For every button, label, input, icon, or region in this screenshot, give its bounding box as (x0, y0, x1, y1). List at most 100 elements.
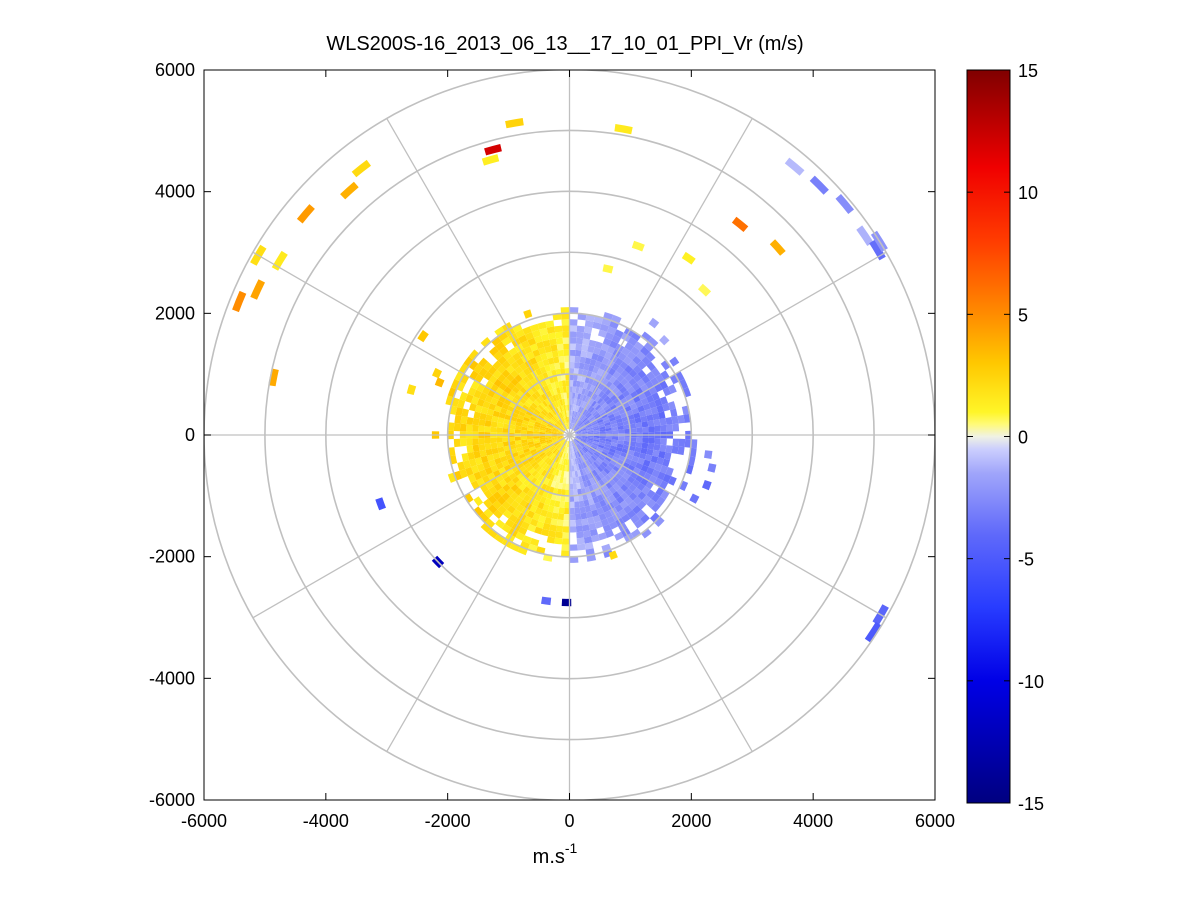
field-cell (600, 343, 610, 352)
field-cell (541, 333, 550, 342)
field-cell (542, 503, 550, 512)
field-cell (599, 438, 606, 442)
field-cell (546, 390, 553, 398)
field-cell (576, 537, 585, 545)
field-cell (486, 454, 495, 462)
field-cell (511, 476, 520, 484)
field-cell (586, 511, 593, 519)
field-cell (679, 480, 689, 492)
x-tick-label: -2000 (425, 811, 471, 831)
field-cell (629, 403, 638, 410)
field-cell (479, 512, 490, 523)
field-cell (554, 362, 561, 370)
field-cell (581, 435, 588, 437)
field-cell (580, 439, 587, 443)
field-cell (508, 436, 515, 442)
field-cell (609, 404, 617, 411)
field-cell (498, 479, 508, 488)
velocity-cell (856, 225, 874, 246)
field-cell (610, 442, 618, 447)
field-cell (690, 439, 698, 449)
field-cell (569, 374, 574, 381)
field-cell (569, 355, 575, 363)
field-cell (636, 509, 646, 519)
field-cell (473, 471, 482, 481)
field-cell (540, 483, 548, 491)
field-cell (534, 354, 543, 363)
field-cell (651, 469, 660, 478)
field-cell (684, 439, 692, 448)
field-cell (613, 453, 621, 459)
field-cell (539, 366, 547, 374)
field-cell (587, 414, 594, 420)
field-cell (584, 389, 590, 396)
field-cell (574, 362, 580, 369)
field-cell (614, 329, 624, 339)
field-cell (580, 428, 587, 432)
field-cell (626, 351, 637, 361)
field-cell (623, 382, 632, 390)
field-cell (569, 495, 575, 502)
field-cell (551, 409, 557, 416)
field-cell (606, 453, 614, 460)
field-cell (552, 375, 559, 383)
field-cell (478, 419, 486, 427)
field-cell (569, 380, 574, 387)
field-cell (496, 427, 503, 433)
field-cell (553, 415, 559, 421)
field-cell (502, 441, 510, 447)
field-cell (616, 487, 625, 496)
field-cell (498, 412, 506, 419)
field-cell (592, 442, 599, 447)
velocity-cell (648, 317, 660, 329)
field-cell (533, 438, 540, 442)
field-cell (628, 483, 637, 493)
field-cell (563, 514, 570, 521)
field-cell (457, 399, 466, 409)
field-cell (596, 507, 605, 516)
field-cell (608, 486, 617, 495)
field-cell (508, 428, 515, 434)
field-cell (518, 483, 527, 491)
field-cell (592, 321, 602, 330)
field-cell (575, 430, 582, 434)
field-cell (596, 419, 604, 424)
field-cell (614, 414, 622, 420)
field-cell (599, 428, 606, 432)
field-cell (677, 414, 685, 424)
azimuth-spoke (568, 434, 753, 752)
field-cell (569, 343, 576, 350)
field-cell (586, 390, 593, 398)
field-cell (642, 403, 651, 411)
field-cell (540, 469, 547, 477)
field-cell (603, 419, 611, 424)
field-cell (535, 368, 543, 376)
field-cell (478, 438, 485, 445)
field-cell (604, 510, 613, 519)
field-cell (585, 548, 595, 556)
field-cell (551, 369, 557, 377)
field-cell (669, 374, 679, 385)
field-cell (522, 326, 532, 335)
field-cell (479, 412, 487, 421)
field-cell (501, 403, 510, 410)
field-cell (575, 337, 584, 345)
field-cell (577, 457, 582, 464)
field-cell (529, 538, 540, 547)
field-cell (593, 431, 600, 435)
field-cell (602, 416, 609, 422)
field-cell (548, 486, 555, 494)
field-cell (534, 423, 541, 428)
field-cell (641, 442, 649, 449)
field-cell (563, 471, 567, 478)
field-cell (482, 461, 491, 470)
field-cell (573, 411, 577, 418)
field-cell (605, 373, 613, 381)
field-cell (518, 453, 526, 459)
field-cell (466, 417, 474, 425)
field-cell (557, 432, 564, 435)
field-cell (596, 457, 604, 464)
field-cell (476, 463, 485, 472)
field-cell (529, 504, 538, 513)
field-cell (572, 392, 576, 399)
